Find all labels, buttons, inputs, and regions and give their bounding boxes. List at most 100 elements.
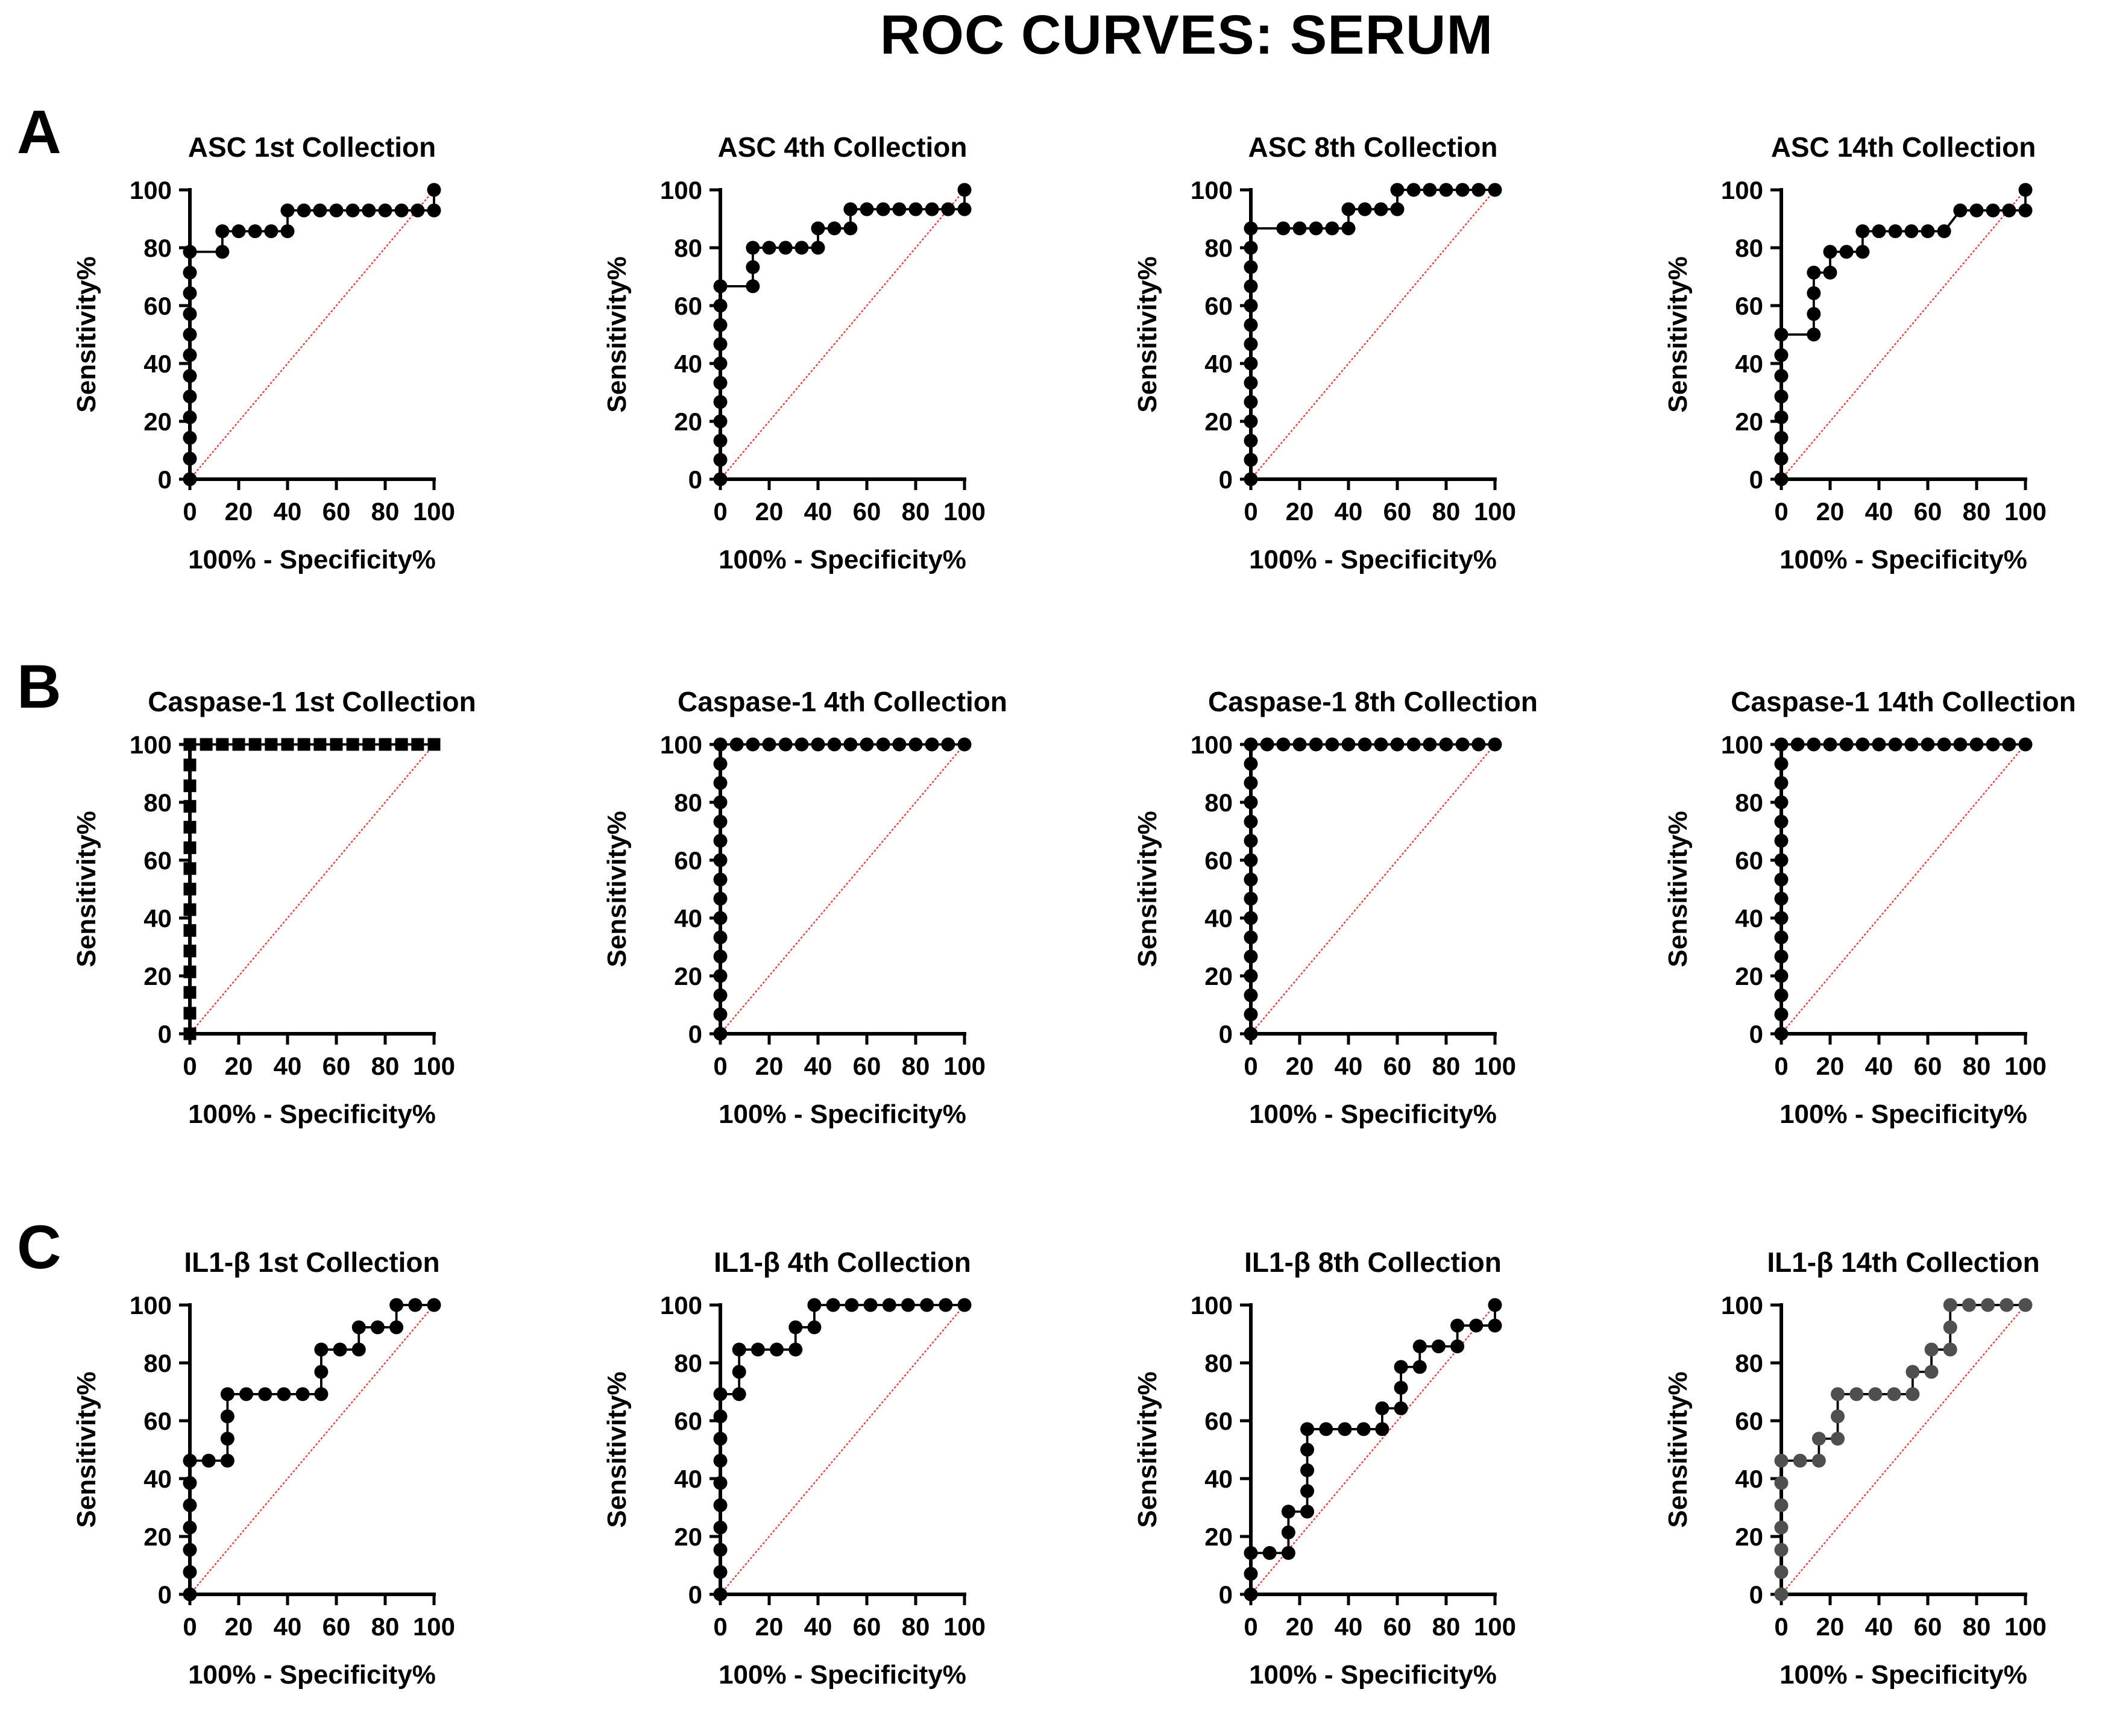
y-tick-label: 0: [158, 1580, 172, 1609]
y-tick-label: 80: [674, 788, 702, 817]
roc-curve-markers: [1774, 1298, 2033, 1602]
x-tick-label: 80: [1963, 497, 1991, 526]
x-tick-label: 20: [755, 497, 784, 526]
x-tick-label: 0: [1774, 1612, 1788, 1641]
y-tick-label: 100: [1721, 731, 1763, 759]
x-tick-label: 0: [1244, 1052, 1257, 1080]
y-tick-label: 0: [1749, 1580, 1763, 1609]
y-tick-label: 0: [688, 1020, 702, 1048]
chance-diagonal-line: [189, 1304, 435, 1596]
roc-curve-markers: [713, 183, 972, 486]
x-axis-title: 100% - Specificity%: [1249, 1099, 1497, 1129]
page-title: ROC CURVES: SERUM: [880, 4, 1494, 66]
y-tick-label: 20: [1204, 1523, 1233, 1551]
x-tick-label: 0: [183, 1052, 197, 1080]
axis-ticks: 0 20 40 60 80 100 0 20 40 60 80 100: [660, 1291, 986, 1641]
y-tick-label: 40: [1204, 350, 1233, 378]
x-tick-label: 80: [1963, 1052, 1991, 1080]
chance-diagonal-line: [189, 743, 435, 1035]
chance-diagonal-line: [1250, 743, 1496, 1035]
x-tick-label: 0: [1774, 1052, 1788, 1080]
y-tick-label: 100: [660, 1291, 702, 1319]
axis-ticks: 0 20 40 60 80 100 0 20 40 60 80 100: [660, 731, 986, 1080]
y-tick-label: 20: [1735, 962, 1763, 990]
y-tick-label: 20: [674, 407, 702, 436]
x-tick-label: 60: [1383, 497, 1412, 526]
axis-ticks: 0 20 40 60 80 100 0 20 40 60 80 100: [1191, 176, 1516, 526]
y-tick-label: 0: [688, 1580, 702, 1609]
x-tick-label: 80: [371, 497, 400, 526]
x-tick-label: 0: [713, 497, 727, 526]
roc-chart-4: ASC 14th Collection 0 20 40 60 80 100 0 20 40 60 80…: [1663, 131, 2047, 574]
row-label-c: C: [17, 1213, 61, 1282]
x-tick-label: 100: [413, 1612, 455, 1641]
x-tick-label: 60: [1914, 1612, 1942, 1641]
x-tick-label: 80: [1432, 497, 1461, 526]
figure-row-b: B Caspase-1 1st Collection 0 20 40 60 80 100 0 2…: [0, 645, 2102, 1175]
roc-curve-markers: [1774, 737, 2033, 1041]
y-tick-label: 0: [1749, 465, 1763, 494]
y-tick-label: 0: [1749, 1020, 1763, 1048]
axis-ticks: 0 20 40 60 80 100 0 20 40 60 80 100: [1721, 176, 2047, 526]
x-tick-label: 40: [1335, 497, 1363, 526]
x-tick-label: 100: [2004, 497, 2047, 526]
x-tick-label: 40: [804, 1612, 832, 1641]
axis-ticks: 0 20 40 60 80 100 0 20 40 60 80 100: [1721, 731, 2047, 1080]
y-tick-label: 100: [1191, 731, 1233, 759]
x-tick-label: 80: [902, 1052, 930, 1080]
x-tick-label: 60: [323, 1052, 351, 1080]
chart-title: Caspase-1 4th Collection: [678, 686, 1007, 717]
y-tick-label: 0: [1219, 1580, 1233, 1609]
y-tick-label: 100: [130, 731, 172, 759]
y-axis-title: Sensitivity%: [1133, 811, 1162, 967]
y-tick-label: 20: [143, 1523, 172, 1551]
y-tick-label: 80: [143, 234, 172, 262]
chance-diagonal-line: [1250, 1304, 1496, 1596]
x-tick-label: 80: [1432, 1612, 1461, 1641]
chart-title: IL1-β 8th Collection: [1244, 1247, 1502, 1278]
y-tick-label: 100: [660, 176, 702, 204]
x-axis-title: 100% - Specificity%: [1249, 545, 1497, 574]
y-tick-label: 60: [1204, 292, 1233, 320]
chart-title: ASC 8th Collection: [1248, 131, 1497, 163]
y-tick-label: 80: [1204, 1349, 1233, 1377]
roc-curve-markers: [713, 1298, 972, 1602]
x-tick-label: 20: [1816, 497, 1845, 526]
x-tick-label: 80: [902, 497, 930, 526]
y-tick-label: 100: [1721, 1291, 1763, 1319]
axis-ticks: 0 20 40 60 80 100 0 20 40 60 80 100: [660, 176, 986, 526]
y-axis-title: Sensitivity%: [72, 256, 101, 412]
y-tick-label: 60: [143, 846, 172, 875]
roc-chart-7: Caspase-1 8th Collection 0 20 40 60 80 100 0 20 4…: [1133, 686, 1538, 1129]
y-tick-label: 40: [1204, 904, 1233, 932]
row-b-plots: Caspase-1 1st Collection 0 20 40 60 80 100 0 20 4…: [0, 645, 2102, 1175]
x-tick-label: 0: [183, 1612, 197, 1641]
x-axis-title: 100% - Specificity%: [188, 545, 436, 574]
y-tick-label: 80: [1204, 234, 1233, 262]
roc-chart-3: ASC 8th Collection 0 20 40 60 80 100 0 20 40 60 80 1…: [1133, 131, 1516, 574]
y-tick-label: 80: [143, 788, 172, 817]
y-tick-label: 0: [158, 465, 172, 494]
y-axis-title: Sensitivity%: [1663, 1371, 1693, 1527]
y-tick-label: 20: [1204, 407, 1233, 436]
x-tick-label: 40: [1335, 1052, 1363, 1080]
y-tick-label: 100: [1191, 176, 1233, 204]
roc-chart-8: Caspase-1 14th Collection 0 20 40 60 80 100 0 20…: [1663, 686, 2076, 1129]
chart-title: IL1-β 1st Collection: [184, 1247, 439, 1278]
x-tick-label: 40: [1865, 497, 1893, 526]
axis-ticks: 0 20 40 60 80 100 0 20 40 60 80 100: [130, 731, 455, 1080]
y-tick-label: 20: [674, 1523, 702, 1551]
y-tick-label: 20: [1735, 1523, 1763, 1551]
y-tick-label: 40: [674, 350, 702, 378]
chart-title: IL1-β 14th Collection: [1767, 1247, 2039, 1278]
roc-chart-5: Caspase-1 1st Collection 0 20 40 60 80 100 0 20 4…: [72, 686, 476, 1129]
y-tick-label: 60: [1735, 1407, 1763, 1435]
row-label-b: B: [17, 652, 61, 721]
x-tick-label: 20: [755, 1052, 784, 1080]
x-tick-label: 40: [804, 1052, 832, 1080]
x-tick-label: 20: [755, 1612, 784, 1641]
x-tick-label: 100: [943, 1612, 986, 1641]
x-tick-label: 0: [713, 1612, 727, 1641]
x-tick-label: 60: [853, 1612, 881, 1641]
y-tick-label: 20: [143, 407, 172, 436]
